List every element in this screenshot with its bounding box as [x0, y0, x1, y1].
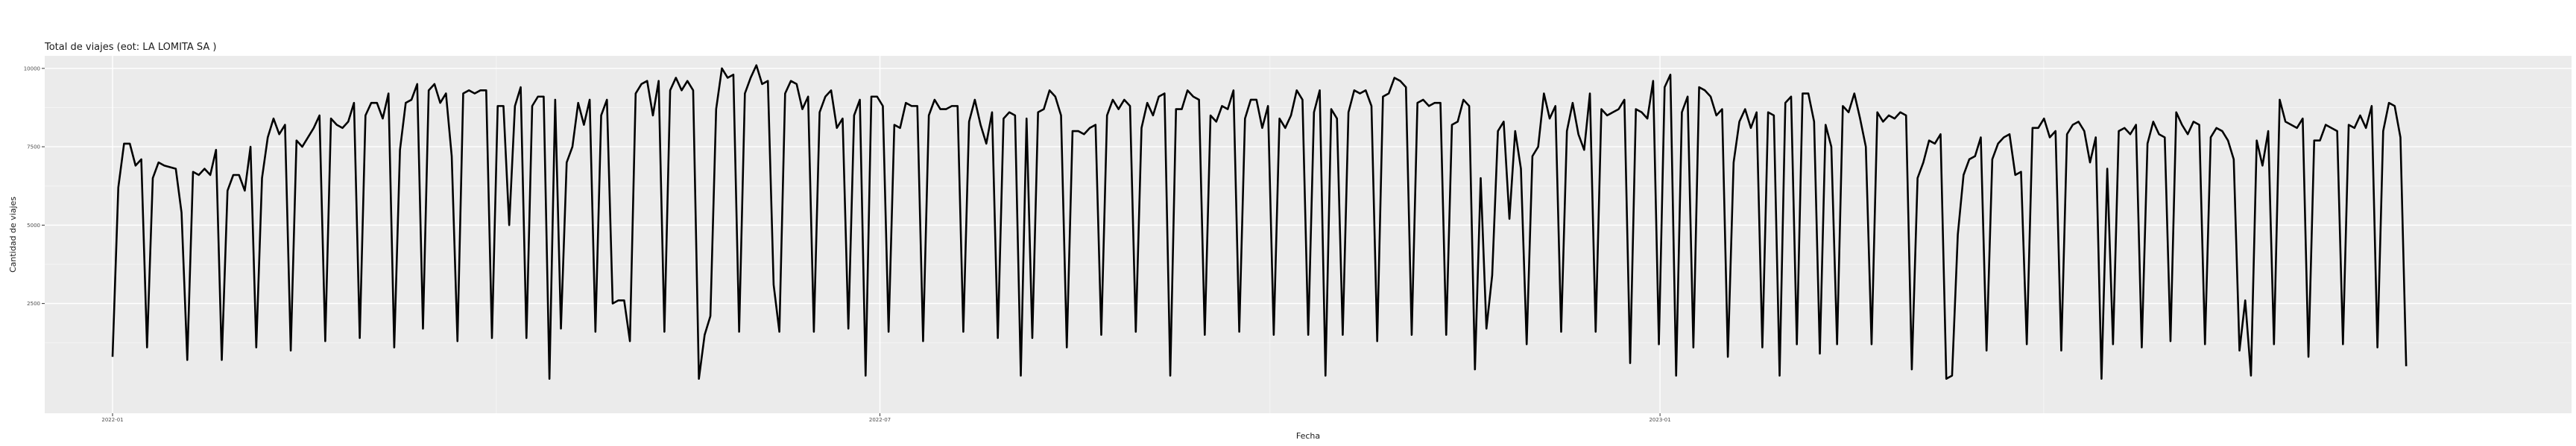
y-tick-label: 10000	[24, 66, 40, 71]
x-tick-label: 2023-01	[1649, 417, 1670, 423]
chart-title: Total de viajes (eot: LA LOMITA SA )	[44, 42, 216, 53]
x-axis-title: Fecha	[1296, 431, 1320, 441]
series-line	[111, 64, 2408, 380]
y-tick-label: 5000	[27, 223, 40, 229]
y-axis-title: Cantidad de viajes	[8, 197, 18, 273]
x-tick-label: 2022-07	[869, 417, 891, 423]
x-tick-label: 2022-01	[101, 417, 123, 423]
y-axis: 2500 5000 7500 10000	[24, 66, 45, 307]
y-tick-label: 7500	[27, 144, 40, 150]
plot-panel	[45, 56, 2572, 413]
y-tick-label: 2500	[27, 301, 40, 307]
x-axis: 2022-01 2022-07 2023-01	[101, 413, 1671, 423]
major-gridlines	[45, 56, 2572, 413]
minor-gridlines	[45, 56, 2572, 413]
